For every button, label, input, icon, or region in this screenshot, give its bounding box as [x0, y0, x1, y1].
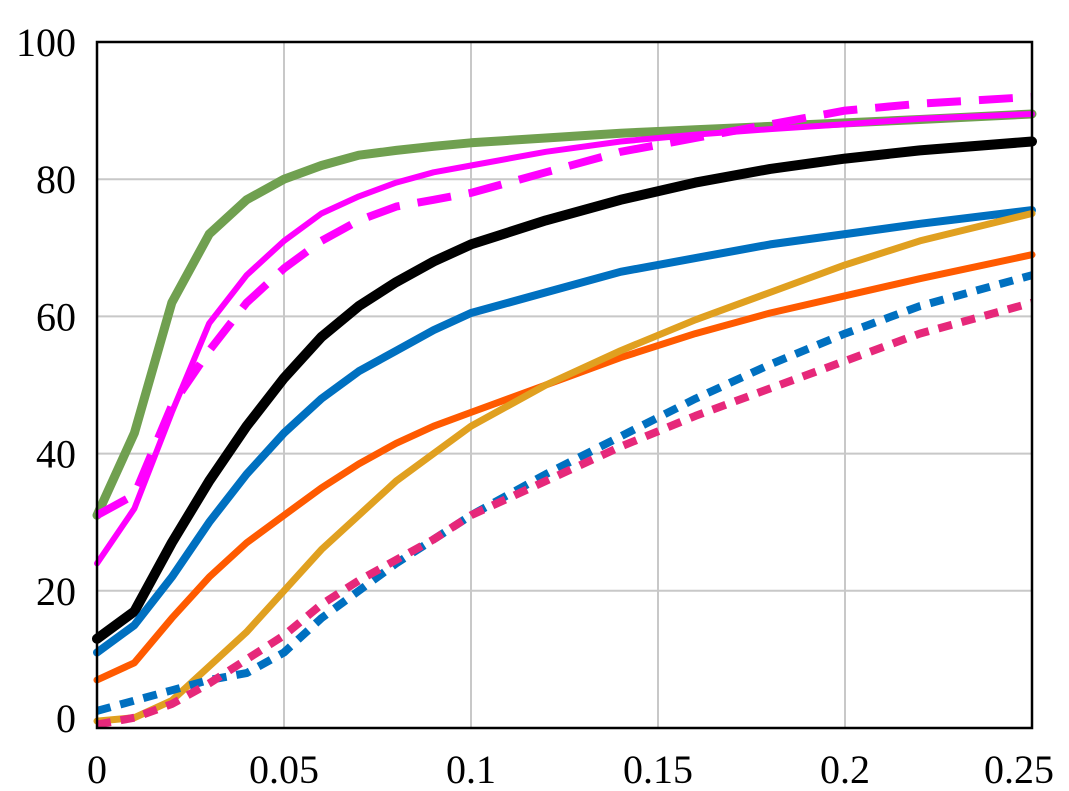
series-line-9: [96, 298, 1034, 729]
plot-area-frame: [95, 40, 1034, 730]
y-tick-label: 60: [36, 294, 76, 339]
series-line-3: [95, 92, 1033, 519]
y-tick-label: 100: [16, 20, 76, 65]
x-tick-label: 0.2: [820, 747, 870, 791]
series-line-8: [95, 271, 1034, 715]
y-tick-label: 20: [36, 569, 76, 614]
x-tick-label: 0.25: [984, 747, 1054, 791]
y-tick-label: 80: [36, 157, 76, 202]
y-axis-ticks: 0 20 40 60 80 100: [16, 20, 76, 741]
x-tick-label: 0.15: [623, 747, 693, 791]
x-tick-label: 0.05: [249, 747, 319, 791]
series-line-5: [93, 206, 1036, 657]
y-tick-label: 0: [56, 696, 76, 741]
chart-series: [92, 92, 1037, 729]
x-tick-label: 0: [87, 747, 107, 791]
x-axis-ticks: 0 0.05 0.1 0.15 0.2 0.25: [87, 747, 1054, 791]
y-tick-label: 40: [36, 432, 76, 477]
grid-lines: [96, 41, 1033, 729]
x-tick-label: 0.1: [446, 747, 496, 791]
series-line-4: [92, 136, 1037, 644]
series-line-7: [93, 210, 1036, 725]
series-line-6: [93, 251, 1036, 684]
series-line-2: [94, 111, 1035, 567]
